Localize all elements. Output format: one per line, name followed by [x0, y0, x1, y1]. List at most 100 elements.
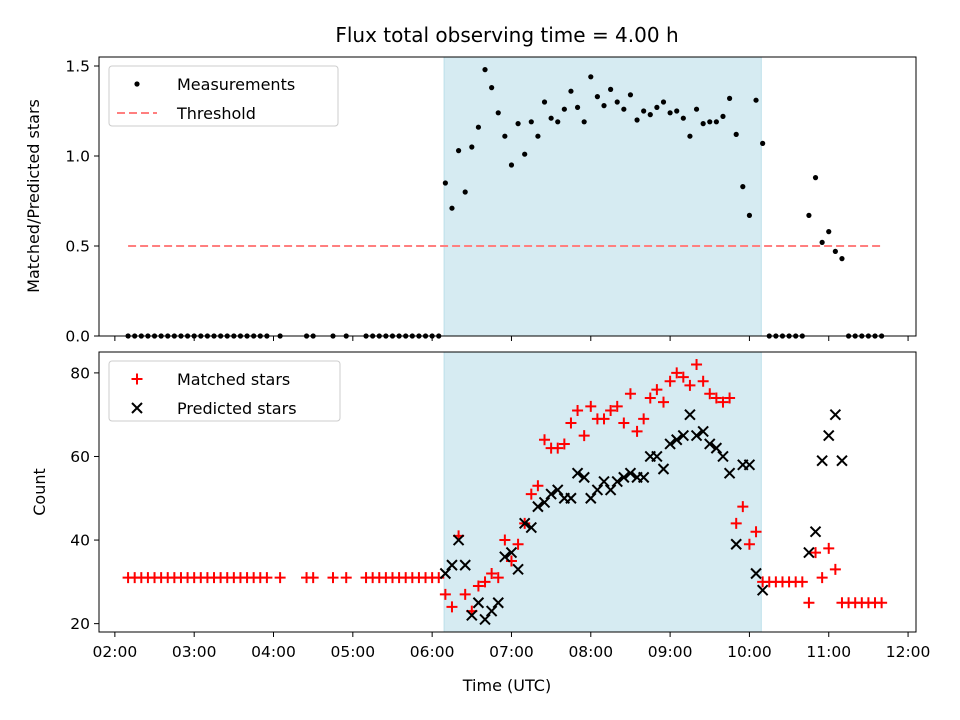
- predicted-stars-point: [756, 584, 769, 596]
- matched-stars-point: [605, 405, 617, 417]
- predicted-stars-point: [565, 492, 577, 504]
- predicted-stars-point: [657, 463, 670, 475]
- measurements-point: [726, 95, 733, 101]
- predicted-stars-point: [710, 442, 723, 454]
- measurements-point: [574, 104, 581, 110]
- measurements-point: [508, 162, 515, 168]
- x-tick-label: 05:00: [330, 643, 375, 661]
- predicted-stars-point: [591, 484, 604, 496]
- predicted-stars-point: [604, 484, 617, 496]
- measurements-point: [680, 115, 686, 121]
- measurements-point: [541, 99, 548, 105]
- measurements-point: [667, 110, 673, 116]
- matched-stars-point: [816, 572, 828, 584]
- legend-label-measurements: Measurements: [177, 75, 295, 94]
- y-tick-label: 20: [70, 615, 90, 633]
- predicted-stars-point: [466, 609, 478, 621]
- predicted-stars-point: [571, 467, 584, 479]
- measurements-point: [515, 121, 521, 127]
- predicted-stars-point: [518, 517, 531, 530]
- predicted-stars-point: [637, 471, 650, 484]
- matched-stars-point: [724, 392, 736, 404]
- measurements-point: [548, 115, 554, 121]
- measurements-point: [634, 117, 640, 123]
- measurements-point: [826, 229, 832, 235]
- predicted-stars-point: [545, 488, 557, 500]
- predicted-stars-point: [823, 429, 835, 442]
- matched-stars-point: [704, 388, 716, 400]
- predicted-stars-point: [697, 425, 709, 438]
- predicted-stars-point: [446, 559, 458, 571]
- matched-stars-point: [585, 400, 597, 412]
- legend-label-predicted-stars: Predicted stars: [177, 399, 297, 418]
- predicted-stars-point: [684, 408, 696, 421]
- matched-stars-point: [274, 572, 286, 584]
- predicted-stars-point: [598, 475, 610, 488]
- predicted-stars-point: [809, 525, 822, 538]
- x-tick-label: 08:00: [568, 643, 613, 661]
- measurements-point: [641, 108, 647, 114]
- matched-stars-point: [743, 538, 755, 550]
- measurements-point: [621, 106, 627, 112]
- predicted-stars-point: [690, 429, 703, 442]
- matched-stars-point: [796, 576, 808, 588]
- measurements-point: [502, 133, 508, 139]
- predicted-stars-point: [651, 450, 663, 463]
- measurements-point: [654, 104, 660, 110]
- predicted-stars-point: [671, 434, 683, 446]
- legend-label-matched-stars: Matched stars: [177, 370, 290, 389]
- predicted-stars-point: [618, 471, 630, 484]
- matched-stars-point: [565, 417, 577, 429]
- legend-marker-measurements: [134, 81, 140, 87]
- predicted-stars-point: [816, 454, 828, 467]
- legend: Matched stars Predicted stars: [108, 360, 341, 422]
- predicted-stars-point: [585, 492, 597, 504]
- matched-stars-point: [829, 563, 841, 575]
- matched-stars-point: [439, 588, 451, 600]
- matched-stars-point: [671, 367, 683, 379]
- legend-box: [108, 360, 341, 422]
- measurements-point: [442, 180, 448, 186]
- measurements-point: [588, 74, 594, 80]
- predicted-stars-point: [750, 567, 762, 580]
- x-tick-label: 12:00: [886, 643, 931, 661]
- matched-stars-point: [552, 442, 564, 454]
- legend-marker-matched-stars: [131, 373, 143, 385]
- measurements-point: [482, 67, 488, 73]
- matched-stars-point: [803, 597, 815, 609]
- predicted-stars-point: [829, 408, 842, 421]
- y-tick-label: 1.5: [65, 58, 90, 76]
- matched-stars-point: [730, 517, 742, 529]
- measurements-point: [740, 184, 746, 190]
- x-axis-label: Time (UTC): [462, 676, 551, 695]
- matched-stars-point: [697, 375, 709, 387]
- matched-stars-point: [644, 392, 656, 404]
- matched-stars-point: [307, 572, 319, 584]
- matched-stars-point: [479, 576, 491, 588]
- matched-stars-point: [717, 396, 729, 408]
- bottom-panel: 02:00 03:00 04:00 05:00 06:00 07:00 08:00 09:00…: [70, 351, 931, 661]
- matched-stars-point: [677, 371, 689, 383]
- matched-stars-point: [737, 501, 749, 513]
- matched-stars-point: [572, 405, 584, 417]
- matched-stars-point: [823, 542, 835, 554]
- predicted-stars-point: [664, 438, 676, 450]
- measurements-point: [561, 106, 567, 112]
- matched-stars-point: [261, 572, 273, 584]
- legend: Measurements Threshold: [108, 65, 339, 127]
- measurements-point: [535, 133, 541, 139]
- legend-marker-predicted-stars: [131, 402, 143, 414]
- predicted-stars-point: [459, 559, 471, 571]
- legend-label-threshold: Threshold: [176, 104, 256, 123]
- measurements-point: [812, 175, 819, 181]
- matched-stars-point: [684, 379, 696, 391]
- measurements-point: [581, 119, 587, 125]
- matched-stars-point: [664, 375, 676, 387]
- predicted-stars-point: [624, 467, 637, 479]
- measurements-point: [700, 121, 706, 127]
- measurements-point: [720, 113, 726, 119]
- predicted-stars-point: [512, 563, 524, 576]
- measurements-point: [614, 99, 620, 105]
- matched-stars-point: [638, 413, 650, 425]
- measurements-point: [475, 124, 482, 130]
